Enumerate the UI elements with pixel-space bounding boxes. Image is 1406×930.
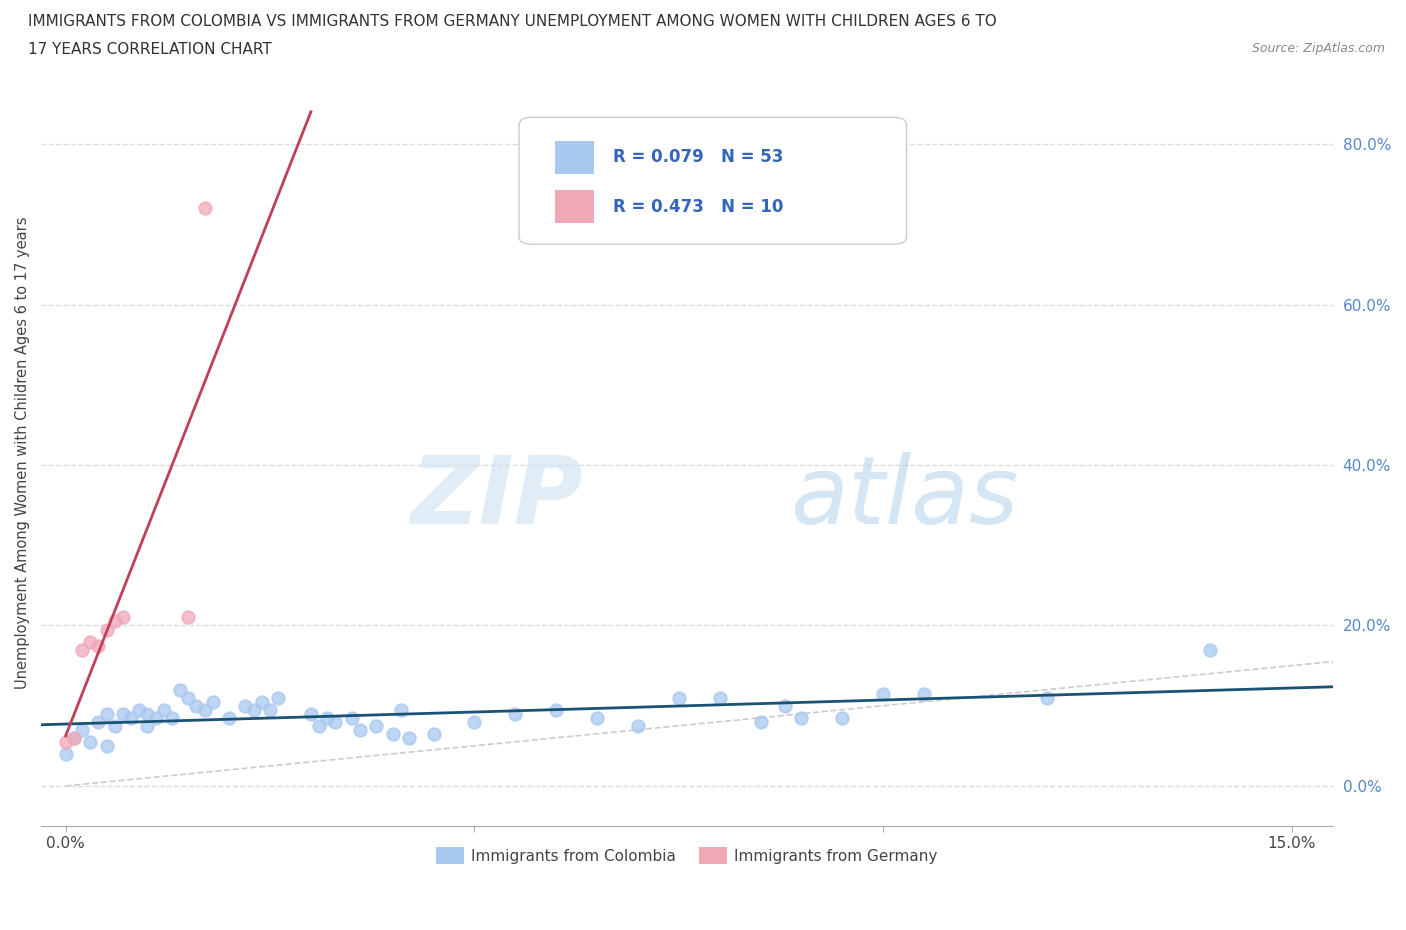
Point: [267, 690, 290, 705]
Point: [55, 735, 77, 750]
Point: [104, 614, 127, 629]
Point: [325, 714, 347, 729]
Point: [790, 711, 813, 725]
Point: [96, 706, 118, 721]
Text: R = 0.473   N = 10: R = 0.473 N = 10: [613, 197, 783, 216]
Point: [1035, 690, 1057, 705]
Point: [389, 702, 412, 717]
Point: [111, 610, 134, 625]
Text: atlas: atlas: [790, 452, 1018, 543]
Point: [340, 711, 363, 725]
Point: [96, 738, 118, 753]
Point: [104, 718, 127, 733]
Text: IMMIGRANTS FROM COLOMBIA VS IMMIGRANTS FROM GERMANY UNEMPLOYMENT AMONG WOMEN WIT: IMMIGRANTS FROM COLOMBIA VS IMMIGRANTS F…: [28, 14, 997, 29]
Point: [316, 711, 339, 725]
Point: [62, 730, 84, 745]
Point: [259, 702, 281, 717]
Text: R = 0.079   N = 53: R = 0.079 N = 53: [613, 148, 783, 166]
Point: [831, 711, 853, 725]
Legend: Immigrants from Colombia, Immigrants from Germany: Immigrants from Colombia, Immigrants fro…: [430, 841, 943, 870]
Y-axis label: Unemployment Among Women with Children Ages 6 to 17 years: Unemployment Among Women with Children A…: [15, 217, 30, 689]
Point: [398, 730, 420, 745]
Point: [773, 698, 796, 713]
Point: [111, 706, 134, 721]
Point: [194, 201, 217, 216]
Point: [299, 706, 322, 721]
Point: [186, 698, 208, 713]
Point: [201, 695, 224, 710]
Point: [55, 747, 77, 762]
Point: [96, 622, 118, 637]
Point: [169, 683, 191, 698]
Point: [160, 711, 183, 725]
Point: [366, 718, 388, 733]
Point: [136, 718, 159, 733]
Point: [627, 718, 650, 733]
Text: ZIP: ZIP: [411, 452, 583, 544]
Point: [62, 730, 84, 745]
Point: [70, 723, 93, 737]
Point: [749, 714, 772, 729]
Point: [145, 711, 167, 725]
Point: [70, 642, 93, 657]
Point: [194, 702, 217, 717]
Text: Source: ZipAtlas.com: Source: ZipAtlas.com: [1251, 42, 1385, 55]
Point: [546, 702, 568, 717]
Point: [463, 714, 485, 729]
Point: [120, 711, 142, 725]
Point: [128, 702, 150, 717]
Point: [242, 702, 264, 717]
Point: [381, 726, 404, 741]
Point: [79, 735, 101, 750]
Point: [87, 714, 110, 729]
Point: [912, 686, 935, 701]
Point: [218, 711, 240, 725]
Point: [503, 706, 526, 721]
FancyBboxPatch shape: [555, 140, 593, 174]
Point: [308, 718, 330, 733]
Point: [586, 711, 609, 725]
Point: [250, 695, 273, 710]
Point: [152, 702, 174, 717]
Point: [177, 690, 200, 705]
FancyBboxPatch shape: [519, 117, 907, 245]
Point: [1199, 642, 1222, 657]
FancyBboxPatch shape: [555, 190, 593, 223]
Point: [709, 690, 731, 705]
Point: [235, 698, 257, 713]
Point: [349, 723, 371, 737]
Point: [422, 726, 444, 741]
Point: [872, 686, 894, 701]
Text: 17 YEARS CORRELATION CHART: 17 YEARS CORRELATION CHART: [28, 42, 271, 57]
Point: [79, 634, 101, 649]
Point: [177, 610, 200, 625]
Point: [87, 638, 110, 653]
Point: [668, 690, 690, 705]
Point: [136, 706, 159, 721]
